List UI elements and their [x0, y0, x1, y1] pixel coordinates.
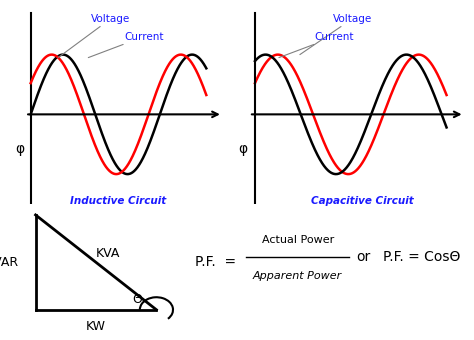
Text: Voltage: Voltage	[300, 14, 372, 55]
Text: Θ: Θ	[132, 293, 142, 306]
Text: P.F.  =: P.F. =	[195, 255, 237, 269]
Text: P.F. = CosΘ: P.F. = CosΘ	[383, 250, 460, 264]
Text: KVA: KVA	[96, 247, 120, 260]
Text: or: or	[356, 250, 370, 264]
Text: Voltage: Voltage	[58, 14, 130, 57]
Text: φ: φ	[238, 142, 247, 156]
Text: Current: Current	[279, 32, 355, 57]
Text: KVAR: KVAR	[0, 256, 19, 269]
Text: φ: φ	[15, 142, 25, 156]
Text: Inductive Circuit: Inductive Circuit	[70, 196, 167, 206]
Text: Apparent Power: Apparent Power	[253, 271, 342, 280]
Text: Current: Current	[88, 32, 164, 57]
Text: KW: KW	[86, 320, 106, 333]
Text: Actual Power: Actual Power	[262, 235, 334, 245]
Text: Capacitive Circuit: Capacitive Circuit	[311, 196, 414, 206]
